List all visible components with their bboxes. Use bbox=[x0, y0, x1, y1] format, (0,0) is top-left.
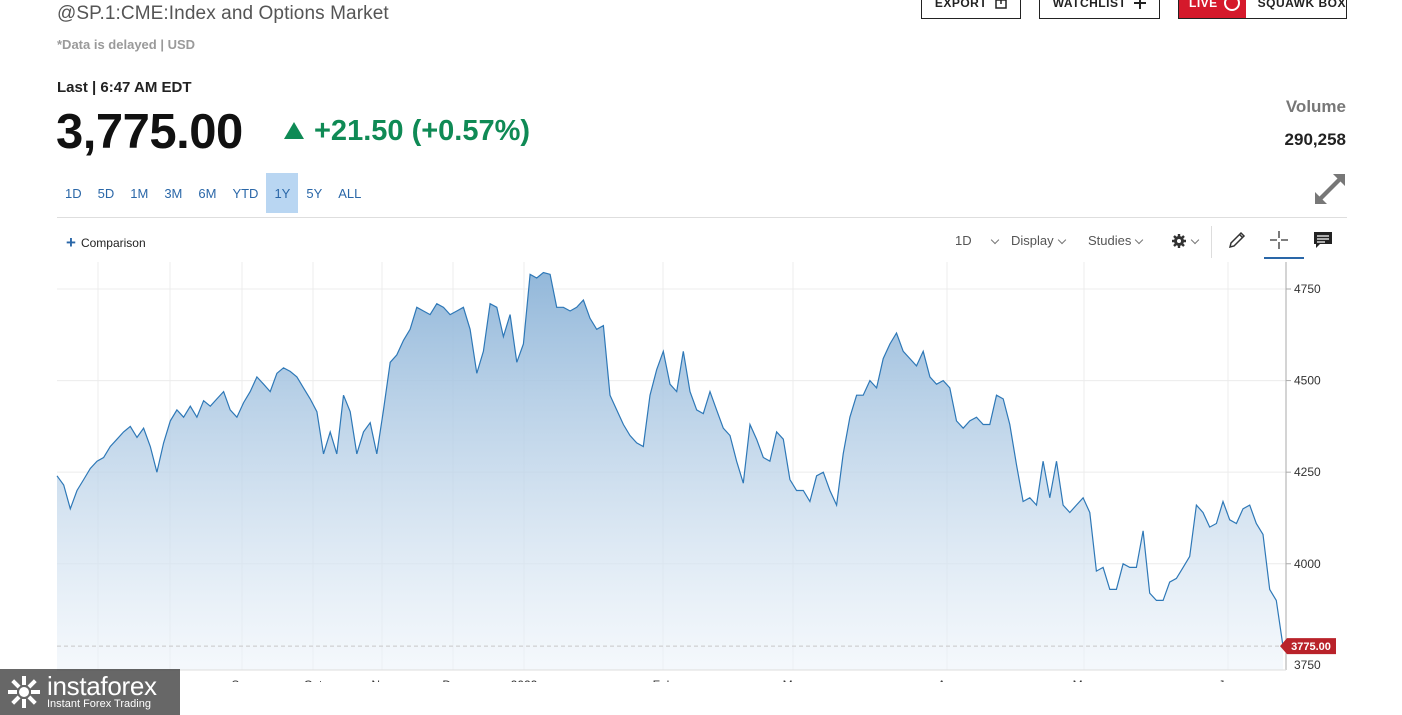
watermark-brand: instaforex bbox=[47, 671, 157, 701]
comparison-label: Comparison bbox=[80, 236, 146, 250]
y-tick-label: 4500 bbox=[1294, 374, 1321, 388]
studies-label: Studies bbox=[1088, 233, 1132, 248]
time-range-selector: 1D 5D 1M 3M 6M YTD 1Y 5Y ALL bbox=[57, 173, 369, 213]
page-title: @SP.1:CME:Index and Options Market bbox=[57, 3, 389, 24]
price-line bbox=[56, 271, 1284, 647]
y-tick-label: 4000 bbox=[1294, 557, 1321, 571]
chevron-down-icon bbox=[1135, 235, 1144, 244]
toolbar-separator bbox=[1211, 226, 1212, 258]
export-button[interactable]: EXPORT bbox=[921, 0, 1021, 19]
instaforex-logo-icon bbox=[8, 676, 40, 708]
range-ytd[interactable]: YTD bbox=[232, 185, 259, 201]
settings-dropdown[interactable] bbox=[1171, 233, 1200, 249]
last-updated-label: Last | 6:47 AM EDT bbox=[57, 79, 192, 96]
range-1d[interactable]: 1D bbox=[65, 185, 82, 201]
watermark-tagline: Instant Forex Trading bbox=[47, 698, 151, 710]
squawk-box-button[interactable]: LIVE SQUAWK BOX bbox=[1178, 0, 1347, 19]
price-area-fill bbox=[57, 272, 1283, 670]
live-tag: LIVE bbox=[1179, 0, 1246, 18]
range-6m[interactable]: 6M bbox=[198, 185, 217, 201]
x-tick-label: Mar bbox=[783, 678, 804, 682]
crosshair-icon[interactable] bbox=[1268, 229, 1290, 251]
range-all[interactable]: ALL bbox=[338, 185, 362, 201]
x-tick-label: Sep bbox=[231, 678, 253, 682]
header-divider bbox=[57, 217, 1347, 218]
studies-dropdown[interactable]: Studies bbox=[1088, 233, 1144, 248]
x-tick-label: Feb bbox=[653, 678, 674, 682]
price-change-value: +21.50 (+0.57%) bbox=[314, 115, 531, 147]
live-icon bbox=[1223, 0, 1240, 11]
interval-label: 1D bbox=[955, 233, 972, 248]
plus-icon bbox=[1134, 0, 1147, 9]
comment-icon[interactable] bbox=[1312, 229, 1334, 251]
display-label: Display bbox=[1011, 233, 1054, 248]
interval-dropdown[interactable]: 1D bbox=[955, 233, 999, 248]
x-tick-label: Apr bbox=[938, 678, 957, 682]
range-1m[interactable]: 1M bbox=[130, 185, 149, 201]
squawk-label: SQUAWK BOX bbox=[1257, 0, 1347, 10]
y-tick-label: 4250 bbox=[1294, 465, 1321, 479]
x-tick-label: Oct bbox=[304, 678, 323, 682]
watchlist-label: WATCHLIST bbox=[1052, 0, 1127, 10]
x-tick-label: Jun bbox=[1218, 678, 1237, 682]
plus-icon: + bbox=[66, 233, 76, 252]
x-tick-label: Nov bbox=[371, 678, 392, 682]
comparison-button[interactable]: + Comparison bbox=[66, 233, 146, 252]
chevron-down-icon bbox=[1190, 235, 1200, 245]
crosshair-active-indicator bbox=[1264, 257, 1304, 259]
price-chart[interactable]: 4000 4250 4500 4750 3750 Sep Oct Nov Dec 2022 Feb M… bbox=[0, 262, 1402, 682]
range-5y[interactable]: 5Y bbox=[306, 185, 323, 201]
last-price-marker-label: 3775.00 bbox=[1291, 641, 1331, 653]
x-tick-label: 2022 bbox=[511, 678, 538, 682]
delayed-note: *Data is delayed | USD bbox=[57, 37, 196, 52]
display-dropdown[interactable]: Display bbox=[1011, 233, 1066, 248]
instaforex-watermark: instaforex Instant Forex Trading bbox=[0, 669, 180, 715]
volume-label: Volume bbox=[1285, 97, 1346, 116]
last-price-marker bbox=[1280, 638, 1336, 655]
x-tick-label: Dec bbox=[442, 678, 463, 682]
range-3m[interactable]: 3M bbox=[164, 185, 183, 201]
export-label: EXPORT bbox=[934, 0, 988, 10]
last-price: 3,775.00 bbox=[56, 105, 243, 159]
pencil-icon[interactable] bbox=[1226, 229, 1248, 251]
x-tick-label: May bbox=[1073, 678, 1096, 682]
watermark-text: instaforex Instant Forex Trading bbox=[47, 671, 157, 710]
volume-value: 290,258 bbox=[1284, 130, 1346, 149]
gear-icon bbox=[1172, 234, 1186, 248]
price-change: +21.50 (+0.57%) bbox=[284, 115, 530, 148]
y-tick-label: 4750 bbox=[1294, 282, 1321, 296]
y-tick-label: 3750 bbox=[1294, 658, 1321, 672]
chevron-down-icon bbox=[990, 235, 999, 244]
range-1y[interactable]: 1Y bbox=[266, 173, 299, 213]
export-icon bbox=[995, 0, 1007, 9]
up-arrow-icon bbox=[284, 121, 304, 139]
live-label: LIVE bbox=[1189, 0, 1218, 10]
range-5d[interactable]: 5D bbox=[97, 185, 115, 201]
expand-icon[interactable] bbox=[1313, 172, 1347, 206]
chevron-down-icon bbox=[1057, 235, 1066, 244]
watchlist-button[interactable]: WATCHLIST bbox=[1039, 0, 1160, 19]
